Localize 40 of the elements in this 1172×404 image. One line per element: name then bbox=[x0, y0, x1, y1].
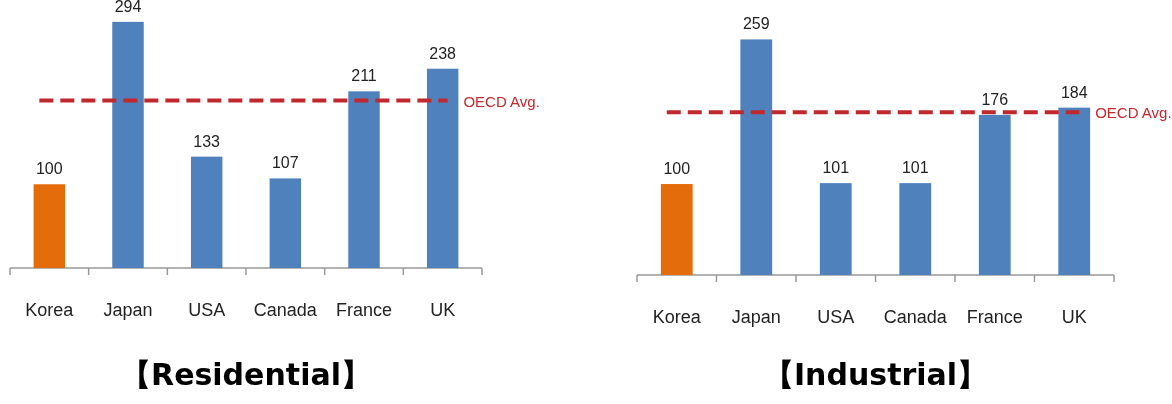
x-tick-label: USA bbox=[188, 300, 226, 320]
data-label: 101 bbox=[822, 159, 850, 177]
x-tick-label: USA bbox=[817, 307, 855, 327]
x-tick-label: UK bbox=[430, 300, 456, 320]
data-label: 294 bbox=[114, 0, 142, 15]
bar bbox=[112, 21, 144, 268]
x-tick-label: Japan bbox=[103, 300, 153, 320]
data-label: 176 bbox=[981, 90, 1009, 108]
data-label: 100 bbox=[663, 160, 691, 178]
text: 【Industrial】 bbox=[763, 357, 988, 392]
x-tick-label: Korea bbox=[25, 300, 75, 320]
bar bbox=[899, 183, 932, 275]
x-tick-label: Canada bbox=[253, 300, 318, 320]
data-label: 238 bbox=[429, 44, 457, 62]
x-tick-label: France bbox=[335, 300, 393, 320]
text: 【Residential】 bbox=[121, 357, 371, 392]
bar bbox=[1058, 107, 1091, 275]
data-label: 107 bbox=[271, 154, 299, 172]
bar bbox=[819, 183, 852, 275]
bar bbox=[33, 184, 66, 268]
bar bbox=[660, 184, 693, 275]
data-label: 211 bbox=[351, 67, 377, 85]
x-tick-label: Korea bbox=[652, 307, 702, 327]
ref-line-label: OECD Avg. bbox=[1095, 104, 1172, 122]
bar bbox=[426, 68, 459, 268]
data-label: 101 bbox=[901, 159, 929, 177]
bar bbox=[190, 156, 223, 268]
x-tick-label: France bbox=[966, 307, 1023, 327]
bar bbox=[740, 39, 773, 275]
bar bbox=[269, 178, 302, 268]
data-label: 184 bbox=[1060, 83, 1088, 101]
data-label: 133 bbox=[193, 132, 221, 150]
x-tick-label: UK bbox=[1061, 307, 1087, 327]
x-tick-label: Canada bbox=[883, 307, 948, 327]
data-label: 100 bbox=[35, 160, 63, 178]
bar bbox=[978, 114, 1011, 275]
data-label: 259 bbox=[742, 15, 770, 33]
ref-line-label: OECD Avg. bbox=[463, 92, 540, 110]
bar bbox=[348, 91, 380, 268]
x-tick-label: Japan bbox=[731, 307, 781, 327]
